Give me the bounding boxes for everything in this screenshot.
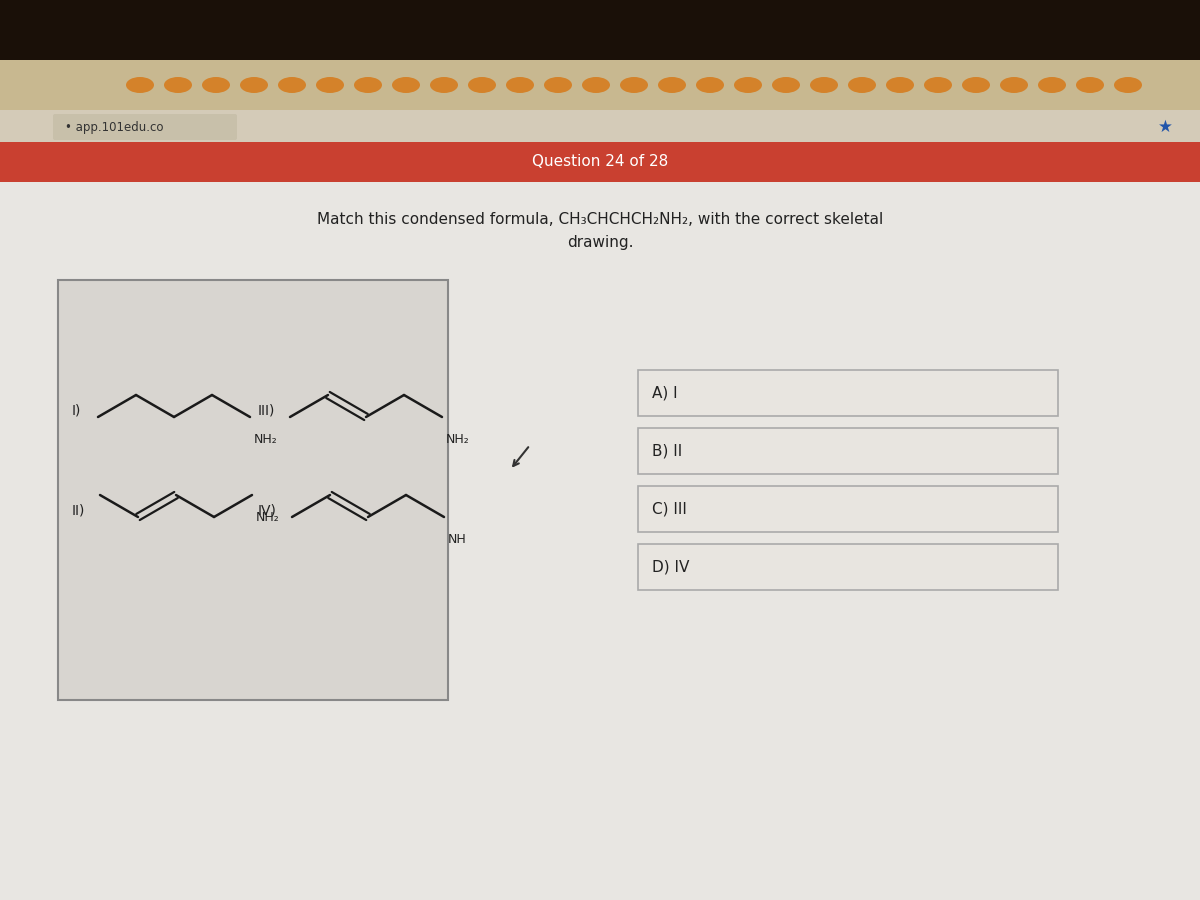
Ellipse shape: [354, 77, 382, 93]
Text: IV): IV): [258, 503, 277, 517]
Text: • app.101edu.co: • app.101edu.co: [65, 121, 163, 133]
Text: III): III): [258, 403, 275, 417]
Text: D) IV: D) IV: [652, 560, 689, 574]
Text: Match this condensed formula, CH₃CHCHCH₂NH₂, with the correct skeletal: Match this condensed formula, CH₃CHCHCH₂…: [317, 212, 883, 228]
Text: I): I): [72, 403, 82, 417]
Ellipse shape: [278, 77, 306, 93]
Text: Question 24 of 28: Question 24 of 28: [532, 155, 668, 169]
Bar: [0, 60, 1200, 110]
FancyBboxPatch shape: [638, 486, 1058, 532]
Ellipse shape: [430, 77, 458, 93]
FancyBboxPatch shape: [53, 114, 238, 140]
Ellipse shape: [316, 77, 344, 93]
Text: A) I: A) I: [652, 385, 678, 400]
Text: drawing.: drawing.: [566, 235, 634, 249]
Text: C) III: C) III: [652, 501, 686, 517]
Text: NH₂: NH₂: [446, 433, 469, 446]
Ellipse shape: [696, 77, 724, 93]
Ellipse shape: [848, 77, 876, 93]
FancyBboxPatch shape: [638, 428, 1058, 474]
Text: NH₂: NH₂: [254, 433, 277, 446]
Ellipse shape: [734, 77, 762, 93]
Ellipse shape: [202, 77, 230, 93]
Ellipse shape: [886, 77, 914, 93]
Ellipse shape: [164, 77, 192, 93]
Bar: [0, 142, 1200, 182]
Ellipse shape: [810, 77, 838, 93]
FancyBboxPatch shape: [638, 544, 1058, 590]
Ellipse shape: [1038, 77, 1066, 93]
Ellipse shape: [1114, 77, 1142, 93]
Text: ★: ★: [1158, 118, 1172, 136]
Bar: [0, 110, 1200, 142]
Ellipse shape: [392, 77, 420, 93]
Ellipse shape: [240, 77, 268, 93]
FancyBboxPatch shape: [638, 370, 1058, 416]
Text: II): II): [72, 503, 85, 517]
Ellipse shape: [468, 77, 496, 93]
Ellipse shape: [506, 77, 534, 93]
Ellipse shape: [544, 77, 572, 93]
Ellipse shape: [962, 77, 990, 93]
Ellipse shape: [582, 77, 610, 93]
Bar: [0, 182, 1200, 900]
Ellipse shape: [1076, 77, 1104, 93]
Bar: [0, 0, 1200, 60]
Ellipse shape: [1000, 77, 1028, 93]
Ellipse shape: [772, 77, 800, 93]
Ellipse shape: [924, 77, 952, 93]
Ellipse shape: [126, 77, 154, 93]
FancyBboxPatch shape: [58, 280, 448, 700]
Text: NH: NH: [448, 533, 467, 546]
Text: B) II: B) II: [652, 444, 683, 458]
Ellipse shape: [658, 77, 686, 93]
Ellipse shape: [620, 77, 648, 93]
Text: NH₂: NH₂: [256, 511, 280, 524]
